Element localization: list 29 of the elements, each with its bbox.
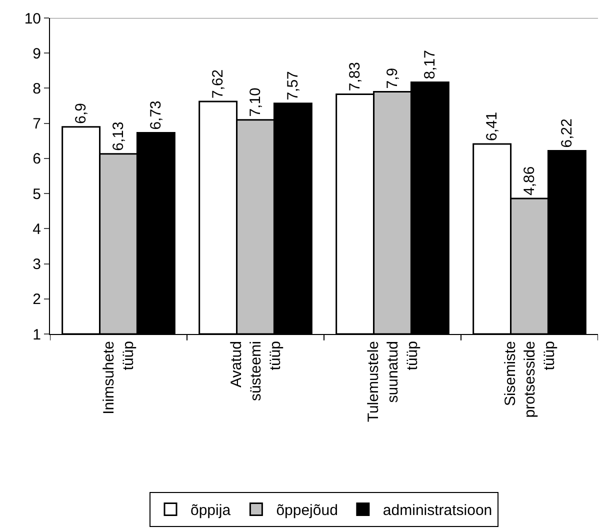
data-label: 8,17 <box>421 50 438 80</box>
data-label: 6,22 <box>558 118 576 148</box>
data-label: 7,9 <box>384 68 401 89</box>
data-label: 4,86 <box>521 166 538 196</box>
legend-label: õppejõud <box>276 502 338 520</box>
y-tick-label: 4 <box>32 220 41 238</box>
legend-label: administratsioon <box>382 502 492 520</box>
y-tick-label: 8 <box>32 80 41 98</box>
data-label: 6,13 <box>110 122 127 151</box>
data-label: 7,83 <box>346 62 364 92</box>
y-tick-label: 5 <box>32 186 41 203</box>
y-tick-label: 1 <box>32 326 41 344</box>
y-tick-label: 3 <box>32 256 41 274</box>
legend-label: õppija <box>190 502 232 520</box>
data-label: 7,62 <box>210 69 227 99</box>
data-label: 6,41 <box>484 112 501 142</box>
x-tick-label: Sisemiste protsesside tüüp <box>502 341 558 418</box>
y-tick-label: 2 <box>32 291 41 308</box>
data-label: 7,10 <box>247 88 264 117</box>
y-tick-label: 9 <box>32 45 41 62</box>
x-tick-label: Avatud süsteemi tüüp <box>228 341 284 402</box>
y-tick-label: 10 <box>24 10 41 28</box>
data-label: 6,9 <box>72 102 90 124</box>
y-tick-label: 7 <box>32 116 41 133</box>
y-tick-label: 6 <box>32 150 41 168</box>
data-label: 6,73 <box>147 100 164 130</box>
x-tick-label: Tulemustele suunatud tüüp <box>364 341 421 422</box>
data-label: 7,57 <box>284 71 302 100</box>
x-tick-label: Inimsuhete tüüp <box>100 341 138 414</box>
